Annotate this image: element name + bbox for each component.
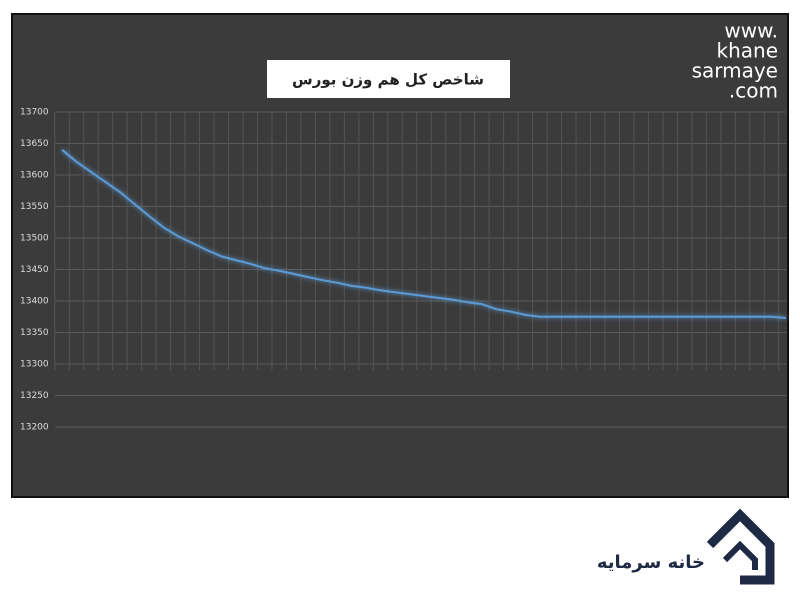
y-tick-label: 13550 <box>20 202 49 212</box>
series-line <box>61 149 787 319</box>
chart-title: شاخص کل هم وزن بورس <box>292 71 484 89</box>
y-tick-label: 13300 <box>20 360 49 370</box>
y-tick-label: 13700 <box>20 108 49 118</box>
y-tick-label: 13450 <box>20 265 49 275</box>
watermark-text: khane <box>717 39 779 63</box>
y-tick-label: 13350 <box>20 328 49 338</box>
logo-icon <box>706 508 775 585</box>
y-tick-label: 13500 <box>20 234 49 244</box>
y-tick-label: 13250 <box>20 391 49 401</box>
watermark-text: sarmaye <box>692 59 778 83</box>
watermark-text: www. <box>724 19 778 43</box>
y-tick-label: 13600 <box>20 171 49 181</box>
y-tick-label: 13400 <box>20 297 49 307</box>
title-box <box>267 60 510 98</box>
logo-text: خانه سرمایه <box>597 552 705 573</box>
y-tick-label: 13650 <box>20 139 49 149</box>
y-tick-label: 13200 <box>20 423 49 433</box>
watermark-text: .com <box>729 79 778 103</box>
